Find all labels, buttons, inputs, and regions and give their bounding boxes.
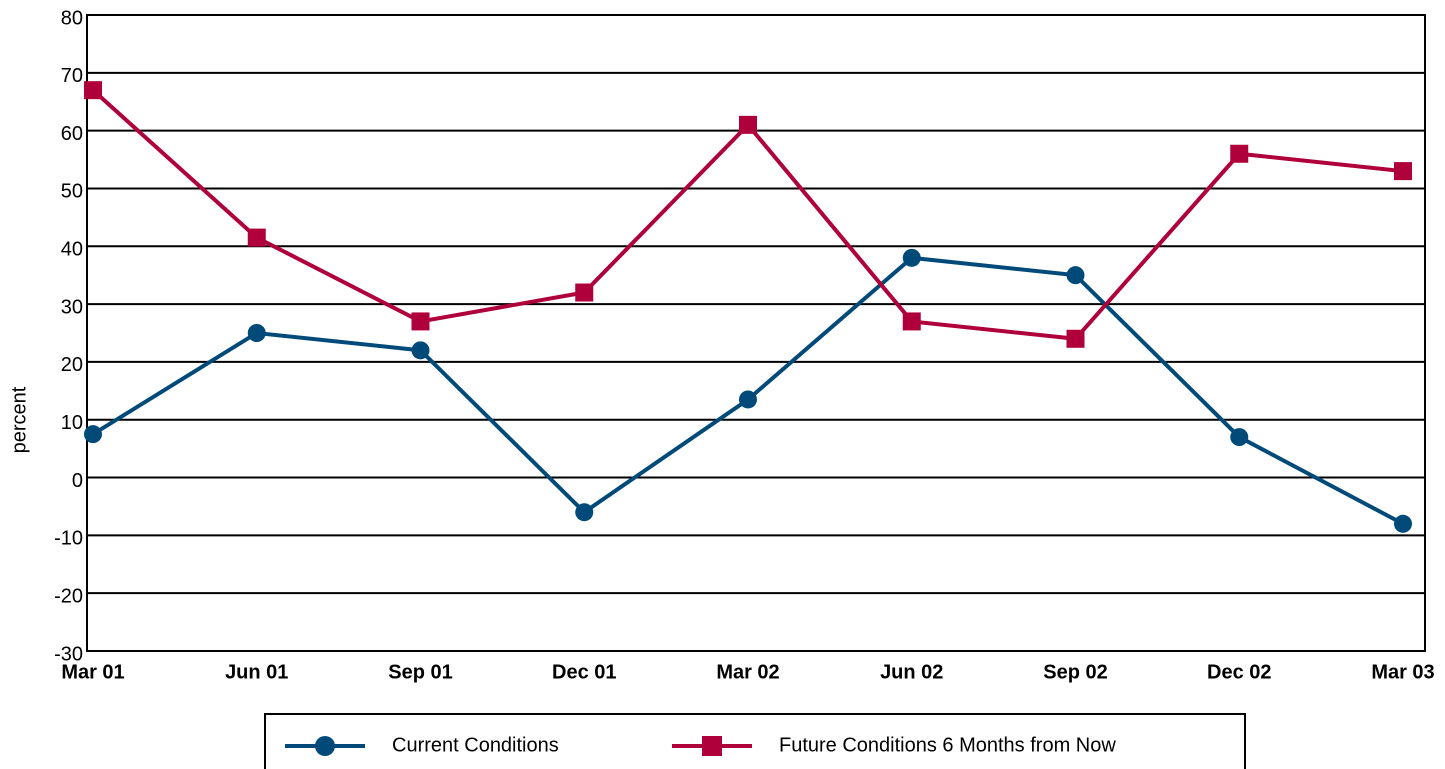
y-tick-label: -10 [54, 528, 83, 550]
marker [902, 312, 921, 331]
y-tick-label: 60 [61, 123, 83, 145]
marker [247, 324, 266, 342]
x-tick-label: Mar 03 [1371, 661, 1434, 683]
x-tick-label: Dec 02 [1207, 661, 1272, 683]
legend-label: Future Conditions 6 Months from Now [779, 734, 1116, 756]
plot-frame [86, 14, 1426, 652]
y-tick-label: -30 [54, 643, 83, 665]
x-tick-label: Jun 01 [225, 661, 288, 683]
marker [315, 736, 335, 756]
marker [247, 228, 266, 247]
legend-label: Current Conditions [392, 734, 559, 756]
marker [84, 81, 102, 100]
y-tick-label: 50 [61, 181, 83, 203]
y-tick-label: 0 [72, 470, 83, 492]
marker [84, 425, 102, 444]
marker [575, 283, 594, 302]
y-tick-label: 80 [61, 7, 83, 29]
y-tick-label: 40 [61, 239, 83, 261]
x-tick-label: Jun 02 [880, 661, 943, 683]
x-tick-label: Mar 01 [61, 661, 124, 683]
y-tick-label: -20 [54, 585, 83, 607]
x-tick-label: Sep 02 [1043, 661, 1107, 683]
y-tick-label: 30 [61, 296, 83, 318]
y-axis-label: percent [8, 386, 30, 453]
marker [411, 312, 430, 331]
y-tick-label: 20 [61, 354, 83, 376]
x-tick-label: Dec 01 [552, 661, 617, 683]
marker [902, 248, 921, 267]
marker [1230, 428, 1249, 447]
marker [575, 503, 594, 522]
legend-box [264, 713, 1246, 769]
marker [1394, 514, 1412, 533]
marker [1394, 162, 1412, 181]
marker [702, 736, 722, 756]
y-tick-label: 10 [61, 412, 83, 434]
marker [739, 390, 757, 409]
y-tick-label: 70 [61, 65, 83, 87]
x-tick-label: Sep 01 [388, 661, 452, 683]
marker [1066, 329, 1085, 348]
marker [411, 341, 430, 360]
x-tick-label: Mar 02 [716, 661, 779, 683]
marker [1230, 144, 1249, 163]
marker [739, 115, 757, 134]
marker [1066, 266, 1085, 285]
